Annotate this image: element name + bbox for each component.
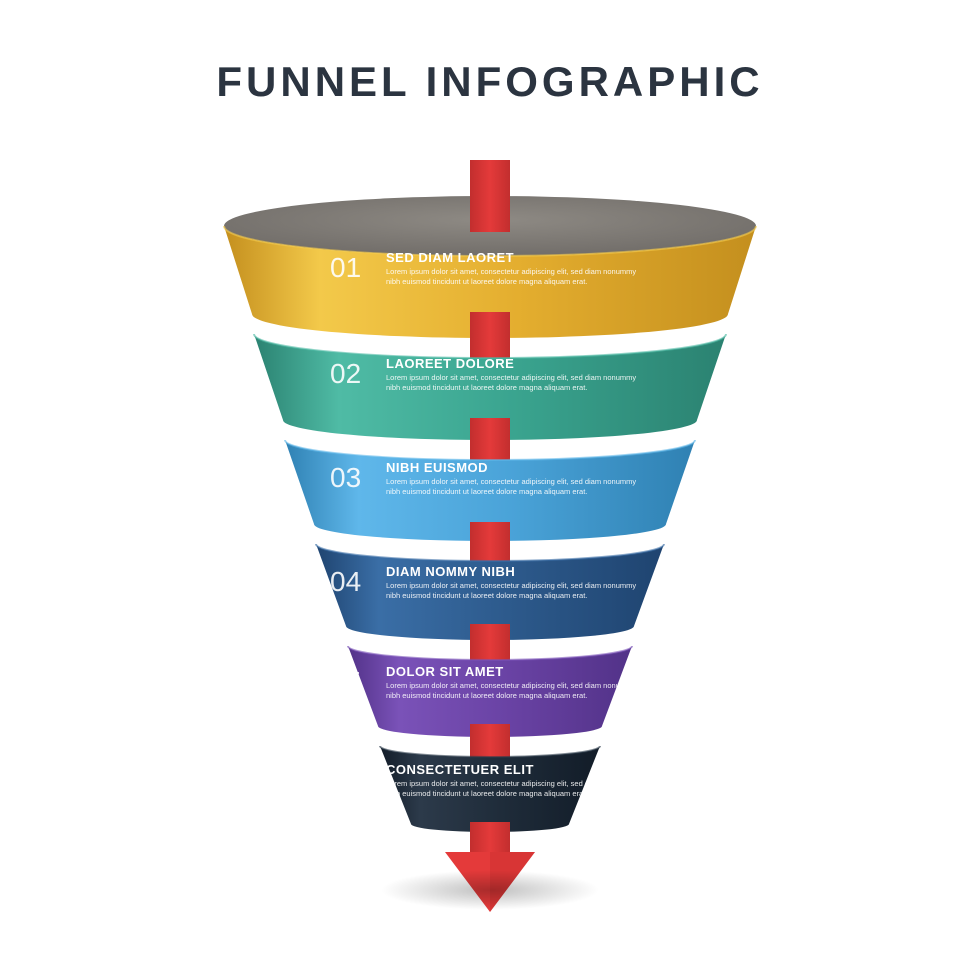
segment-text-3: 03NIBH EUISMOD Lorem ipsum dolor sit amet…: [330, 460, 650, 497]
segment-number: 02: [330, 358, 386, 390]
segment-heading: DOLOR SIT AMET: [386, 664, 650, 679]
ground-shadow: [380, 870, 600, 910]
segment-desc: Lorem ipsum dolor sit amet, consectetur …: [386, 373, 650, 393]
segment-heading: CONSECTETUER ELIT: [386, 762, 650, 777]
segment-text-5: 05DOLOR SIT AMET Lorem ipsum dolor sit am…: [330, 664, 650, 701]
segment-number: 05: [330, 666, 386, 698]
segment-desc: Lorem ipsum dolor sit amet, consectetur …: [386, 779, 650, 799]
segment-desc: Lorem ipsum dolor sit amet, consectetur …: [386, 477, 650, 497]
segment-text-2: 02LAOREET DOLORE Lorem ipsum dolor sit am…: [330, 356, 650, 393]
funnel-container: 01SED DIAM LAORET Lorem ipsum dolor sit a…: [210, 160, 770, 920]
segment-heading: NIBH EUISMOD: [386, 460, 650, 475]
segment-number: 03: [330, 462, 386, 494]
segment-number: 04: [330, 566, 386, 598]
segment-heading: SED DIAM LAORET: [386, 250, 650, 265]
segment-heading: LAOREET DOLORE: [386, 356, 650, 371]
segment-desc: Lorem ipsum dolor sit amet, consectetur …: [386, 267, 650, 287]
segment-number: 06: [330, 764, 386, 796]
segment-heading: DIAM NOMMY NIBH: [386, 564, 650, 579]
segment-desc: Lorem ipsum dolor sit amet, consectetur …: [386, 581, 650, 601]
segment-text-6: 06CONSECTETUER ELIT Lorem ipsum dolor sit…: [330, 762, 650, 799]
segment-number: 01: [330, 252, 386, 284]
segment-text-4: 04DIAM NOMMY NIBH Lorem ipsum dolor sit a…: [330, 564, 650, 601]
segment-desc: Lorem ipsum dolor sit amet, consectetur …: [386, 681, 650, 701]
page-title: FUNNEL INFOGRAPHIC: [0, 58, 980, 106]
segment-text-1: 01SED DIAM LAORET Lorem ipsum dolor sit a…: [330, 250, 650, 287]
